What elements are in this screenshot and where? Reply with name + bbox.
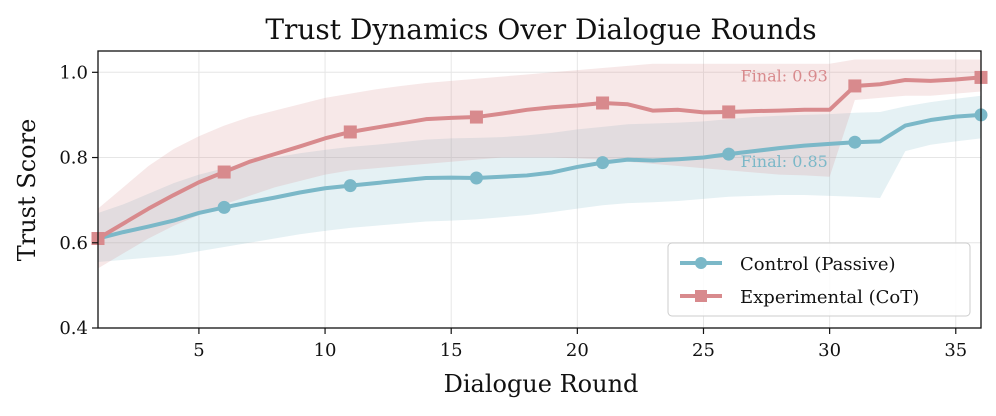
point-series-0-25 [722,147,736,161]
series-markers [91,70,988,246]
legend-box [667,242,971,317]
legend-marker-experimental [695,290,707,302]
point-series-1-10 [343,125,357,139]
x-tick-label-3: 20 [566,340,589,361]
point-series-1-5 [217,165,231,179]
line-series-1 [96,75,983,241]
x-tick-label-1: 10 [314,340,337,361]
y-tick-label-0: 0.4 [59,318,88,339]
x-tick-label-6: 35 [944,340,967,361]
point-series-0-20 [596,156,610,170]
point-series-0-30 [848,135,862,149]
legend-marker-control [695,257,707,269]
y-tick-label-3: 1.0 [59,62,88,83]
y-ticks: 0.4 0.6 0.8 1.0 [59,62,98,339]
x-tick-label-0: 5 [193,340,204,361]
annotation-series-1: Final: 0.93 [741,67,828,86]
x-tick-label-4: 25 [692,340,715,361]
x-tick-label-2: 15 [440,340,463,361]
point-series-0-10 [343,179,357,193]
point-series-0-5 [217,200,231,214]
band-series-0 [98,95,981,262]
point-series-1-15 [469,110,483,124]
chart-title: Trust Dynamics Over Dialogue Rounds [265,13,816,46]
plot-frame [97,50,982,329]
point-series-1-30 [848,79,862,93]
point-series-1-25 [722,105,736,119]
annotation-series-0: Final: 0.85 [741,152,828,171]
y-axis-title: Trust Score [13,119,41,262]
x-axis-title: Dialogue Round [444,370,639,398]
x-ticks: 5 10 15 20 25 30 35 [193,328,967,361]
legend-label-experimental: Experimental (CoT) [740,287,919,308]
annotations: Final: 0.85 Final: 0.93 [741,67,828,171]
legend-label-control: Control (Passive) [740,254,896,275]
series-lines [96,75,983,241]
y-tick-label-2: 0.8 [59,148,88,169]
x-tick-label-5: 30 [818,340,841,361]
legend: Control (Passive) Experimental (CoT) [667,242,971,317]
point-series-1-20 [596,96,610,110]
y-tick-label-1: 0.6 [59,233,88,254]
point-series-0-15 [469,171,483,185]
line-series-0 [96,112,983,241]
